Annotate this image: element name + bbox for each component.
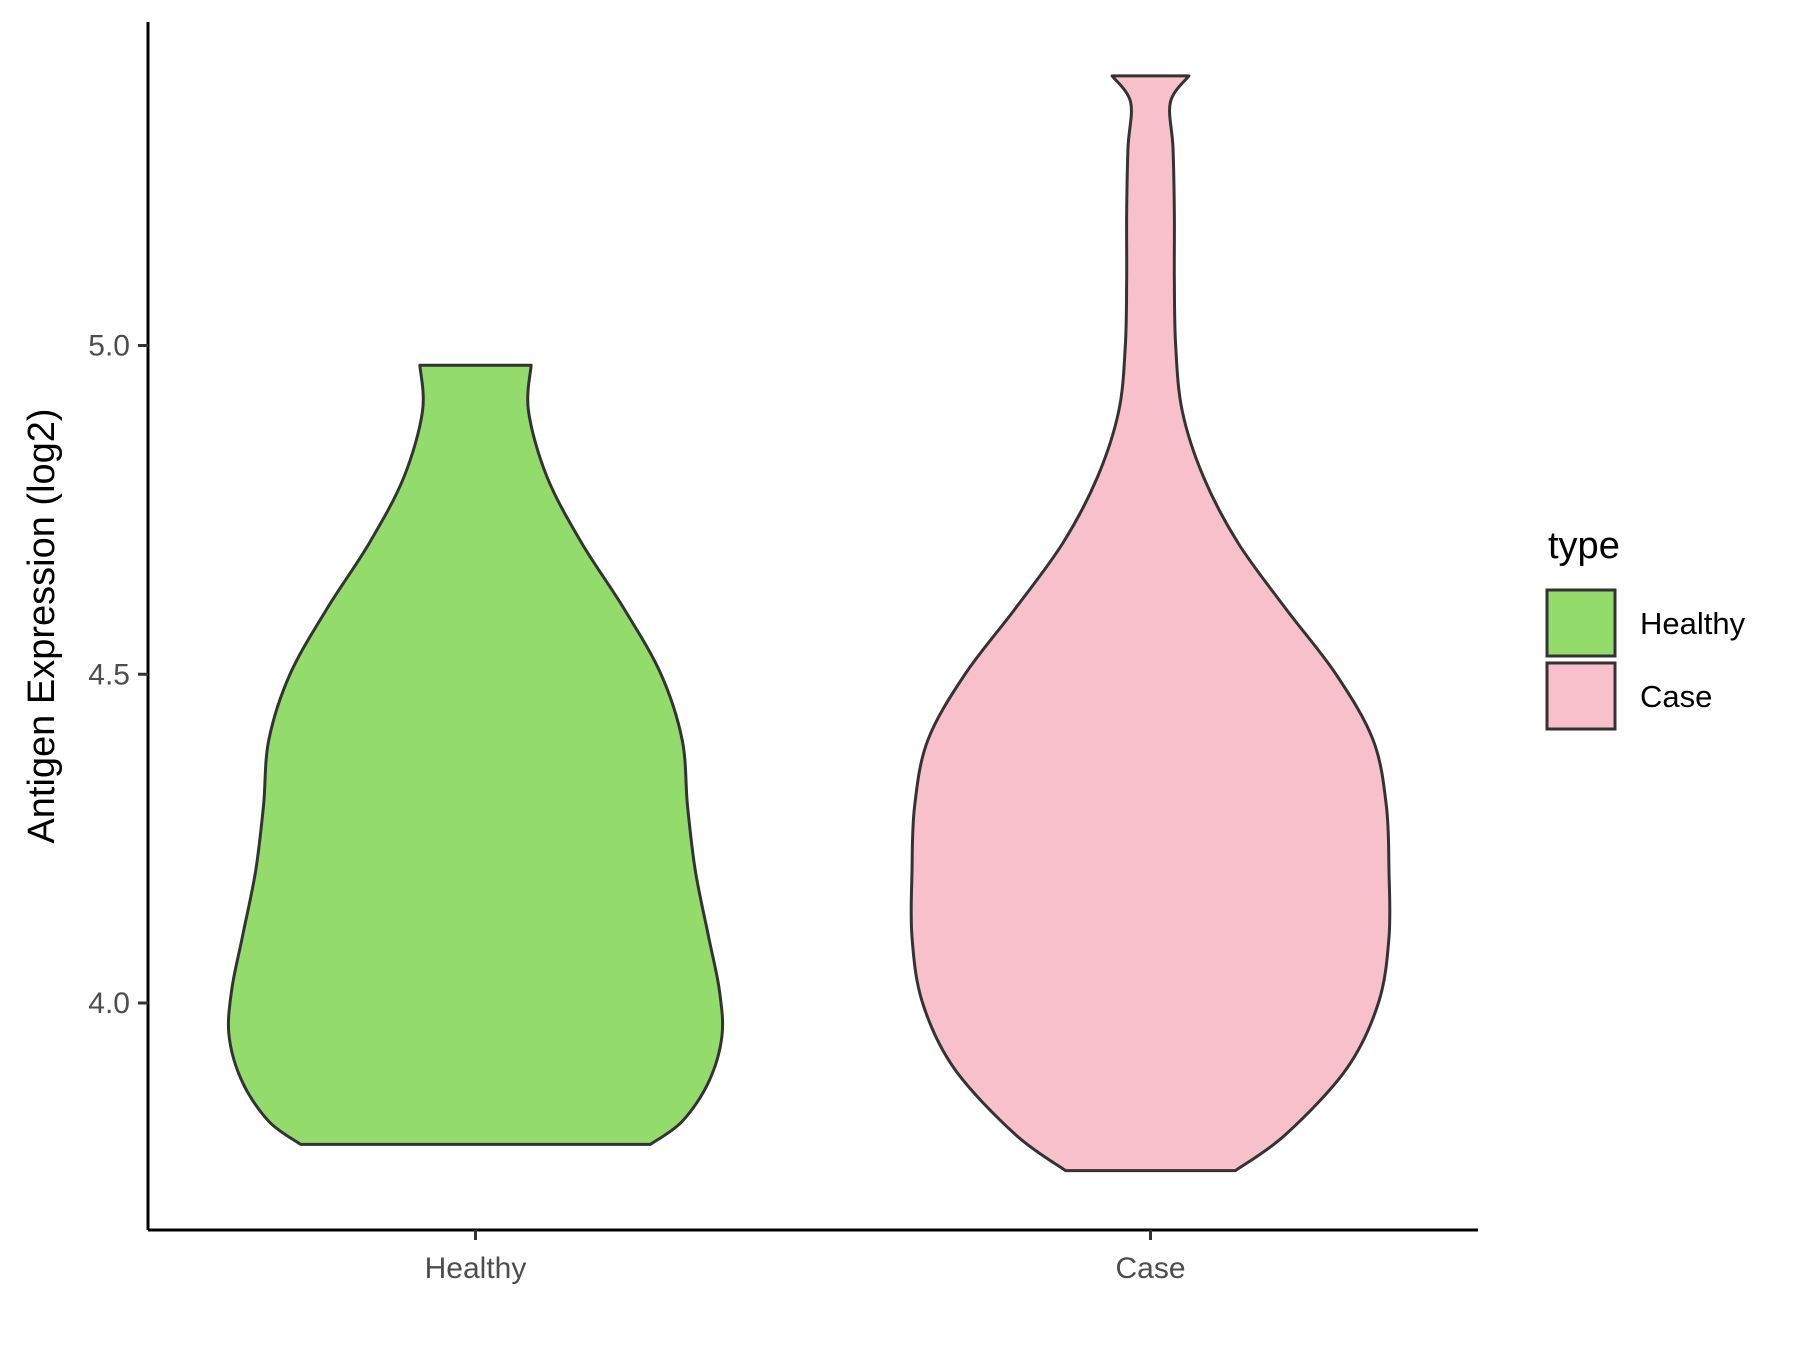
violin-case [909, 74, 1392, 1173]
legend-key-healthy [1545, 588, 1617, 658]
y-tick-label: 5.0 [88, 330, 130, 363]
legend: type Healthy Case [1545, 525, 1746, 731]
x-tick-label: Case [1115, 1252, 1185, 1285]
y-tick-label: 4.0 [88, 987, 130, 1020]
violin-layer [226, 74, 1392, 1173]
legend-label-case: Case [1640, 679, 1712, 714]
x-axis-ticks: Healthy Case [425, 1230, 1186, 1285]
violin-healthy [226, 363, 725, 1146]
y-axis-ticks: 4.0 4.5 5.0 [88, 330, 148, 1020]
x-tick-label: Healthy [425, 1252, 527, 1285]
y-axis-title: Antigen Expression (log2) [21, 408, 63, 843]
legend-key-case [1545, 661, 1617, 731]
legend-label-healthy: Healthy [1640, 606, 1746, 641]
legend-title: type [1548, 525, 1620, 567]
y-tick-label: 4.5 [88, 658, 130, 691]
